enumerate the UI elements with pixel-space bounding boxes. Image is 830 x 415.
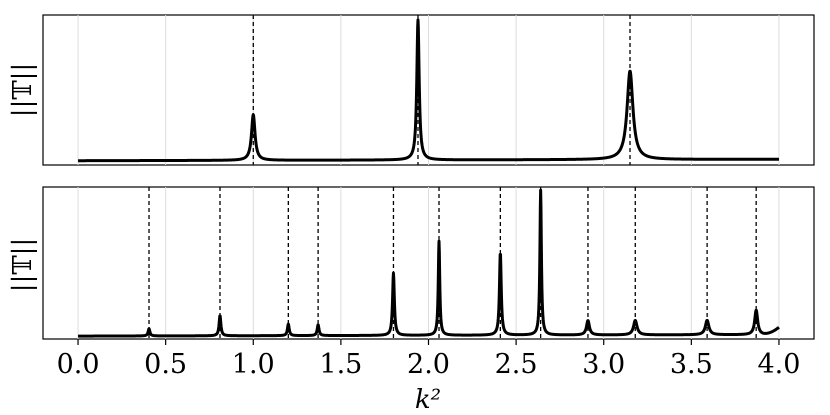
bottom-y-axis-label: ||𝕋|| bbox=[8, 238, 38, 292]
bottom-gridlines bbox=[77, 187, 780, 339]
x-tick-label-6: 3.0 bbox=[582, 349, 625, 380]
x-tick-label-2: 1.0 bbox=[232, 349, 275, 380]
x-tick-label-5: 2.5 bbox=[495, 349, 538, 380]
x-tick-label-1: 0.5 bbox=[144, 349, 187, 380]
top-y-axis-label: ||𝕋|| bbox=[8, 63, 38, 117]
top-series-line bbox=[76, 18, 781, 163]
x-tick-label-8: 4.0 bbox=[757, 349, 800, 380]
top-resonance-markers bbox=[252, 15, 631, 165]
x-axis-label: k² bbox=[415, 385, 441, 415]
x-tick-label-4: 2.0 bbox=[407, 349, 450, 380]
x-tick-label-3: 1.5 bbox=[319, 349, 362, 380]
x-tick-label-7: 3.5 bbox=[670, 349, 713, 380]
bottom-series-line bbox=[76, 188, 781, 338]
bottom-panel: ||𝕋|| 0.0 0.5 1.0 1.5 2.0 2.5 3.0 3.5 4.0 k² bbox=[8, 186, 815, 415]
x-axis-ticks: 0.0 0.5 1.0 1.5 2.0 2.5 3.0 3.5 4.0 bbox=[57, 339, 800, 380]
x-tick-label-0: 0.0 bbox=[57, 349, 100, 380]
top-gridlines bbox=[77, 15, 780, 165]
top-panel: ||𝕋|| bbox=[8, 14, 815, 166]
bottom-resonance-markers bbox=[148, 187, 757, 339]
